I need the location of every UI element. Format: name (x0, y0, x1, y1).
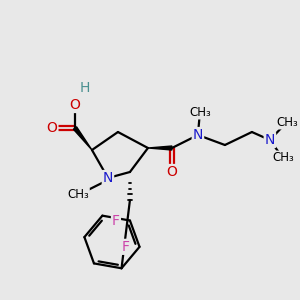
Text: CH₃: CH₃ (67, 188, 89, 202)
Text: N: N (193, 128, 203, 142)
Text: O: O (167, 165, 177, 179)
Text: CH₃: CH₃ (189, 106, 211, 118)
Text: F: F (122, 240, 130, 254)
Text: O: O (46, 121, 57, 135)
Text: N: N (265, 133, 275, 147)
Text: O: O (70, 98, 80, 112)
Text: F: F (112, 214, 120, 227)
Polygon shape (74, 127, 92, 150)
Polygon shape (148, 146, 172, 150)
Text: CH₃: CH₃ (276, 116, 298, 128)
Text: H: H (80, 81, 90, 95)
Text: CH₃: CH₃ (272, 152, 294, 164)
Text: N: N (103, 171, 113, 185)
